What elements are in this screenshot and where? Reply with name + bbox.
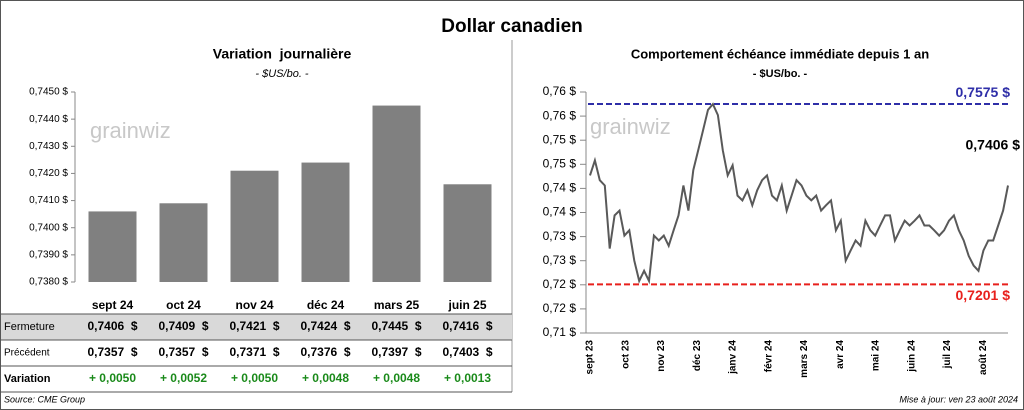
- cell: 0,7406 $: [87, 319, 137, 333]
- update-note: Mise à jour: ven 23 août 2024: [899, 394, 1018, 404]
- cell: 0,7357 $: [158, 345, 208, 359]
- cell: + 0,0050: [231, 371, 278, 385]
- chart-subtitle: - $US/bo. -: [255, 68, 309, 80]
- x-tick-label: sept 24: [92, 298, 134, 312]
- page-title: Dollar canadien: [441, 16, 583, 37]
- watermark: grainwiz: [590, 114, 671, 139]
- x-tick-label: juin 24: [906, 340, 917, 373]
- row-label: Précédent: [4, 348, 50, 359]
- bar: [301, 162, 350, 282]
- x-tick-label: mars 25: [374, 298, 420, 312]
- y-tick-label: 0,75 $: [543, 132, 577, 146]
- x-tick-label: déc 23: [692, 340, 703, 372]
- y-tick-label: 0,71 $: [543, 325, 577, 339]
- cell: 0,7421 $: [229, 319, 279, 333]
- y-tick-label: 0,7420 $: [29, 168, 68, 179]
- source: Source: CME Group: [4, 394, 85, 404]
- y-tick-label: 0,76 $: [543, 84, 577, 98]
- x-tick-label: sept 23: [585, 340, 596, 375]
- price-line: [589, 102, 1009, 285]
- y-tick-label: 0,7450 $: [29, 87, 68, 98]
- y-tick-label: 0,7440 $: [29, 114, 68, 125]
- bar: [230, 170, 279, 282]
- chart-subtitle: - $US/bo. -: [753, 68, 808, 80]
- x-tick-label: mars 24: [799, 340, 810, 378]
- x-tick-label: juil 24: [942, 340, 953, 370]
- x-tick-label: févr 24: [763, 340, 774, 373]
- cell: + 0,0013: [444, 371, 491, 385]
- x-tick-label: avr 24: [835, 340, 846, 369]
- cell: 0,7403 $: [442, 345, 492, 359]
- y-tick-label: 0,73 $: [543, 229, 577, 243]
- y-tick-label: 0,73 $: [543, 253, 577, 267]
- y-tick-label: 0,7400 $: [29, 222, 68, 233]
- x-tick-label: nov 23: [656, 340, 667, 372]
- y-tick-label: 0,75 $: [543, 156, 577, 170]
- y-tick-label: 0,72 $: [543, 301, 577, 315]
- cell: 0,7357 $: [87, 345, 137, 359]
- row-label: Fermeture: [4, 321, 55, 333]
- last-value-label: 0,7406 $: [966, 137, 1021, 153]
- y-tick-label: 0,7390 $: [29, 249, 68, 260]
- bar: [88, 211, 137, 282]
- cell: 0,7416 $: [442, 319, 492, 333]
- y-tick-label: 0,7410 $: [29, 195, 68, 206]
- cell: 0,7409 $: [158, 319, 208, 333]
- cell: 0,7445 $: [371, 319, 421, 333]
- chart-title: Comportement échéance immédiate depuis 1…: [631, 46, 929, 61]
- y-tick-label: 0,72 $: [543, 277, 577, 291]
- bar: [372, 105, 421, 282]
- y-tick-label: 0,74 $: [543, 205, 577, 219]
- y-tick-label: 0,7380 $: [29, 277, 68, 288]
- x-tick-label: déc 24: [307, 298, 345, 312]
- y-tick-label: 0,74 $: [543, 181, 577, 195]
- cell: + 0,0048: [302, 371, 349, 385]
- row-label: Variation: [4, 373, 51, 385]
- x-tick-label: juin 25: [447, 298, 486, 312]
- cell: + 0,0048: [373, 371, 420, 385]
- cell: + 0,0050: [89, 371, 136, 385]
- x-tick-label: oct 24: [166, 298, 201, 312]
- chart-title: Variation journalière: [213, 46, 352, 62]
- row-bg: [1, 314, 512, 340]
- x-tick-label: janv 24: [728, 340, 739, 375]
- reference-label: 0,7575 $: [956, 84, 1011, 100]
- cell: + 0,0052: [160, 371, 207, 385]
- reference-label: 0,7201 $: [956, 287, 1011, 303]
- x-tick-label: oct 23: [620, 340, 631, 369]
- watermark: grainwiz: [90, 118, 171, 143]
- x-tick-label: nov 24: [235, 298, 273, 312]
- cell: 0,7397 $: [371, 345, 421, 359]
- cell: 0,7424 $: [300, 319, 350, 333]
- cell: 0,7376 $: [300, 345, 350, 359]
- bar: [443, 184, 492, 282]
- x-tick-label: août 24: [978, 340, 989, 375]
- y-tick-label: 0,7430 $: [29, 141, 68, 152]
- x-tick-label: mai 24: [871, 340, 882, 372]
- cell: 0,7371 $: [229, 345, 279, 359]
- y-tick-label: 0,76 $: [543, 108, 577, 122]
- bar: [159, 203, 208, 282]
